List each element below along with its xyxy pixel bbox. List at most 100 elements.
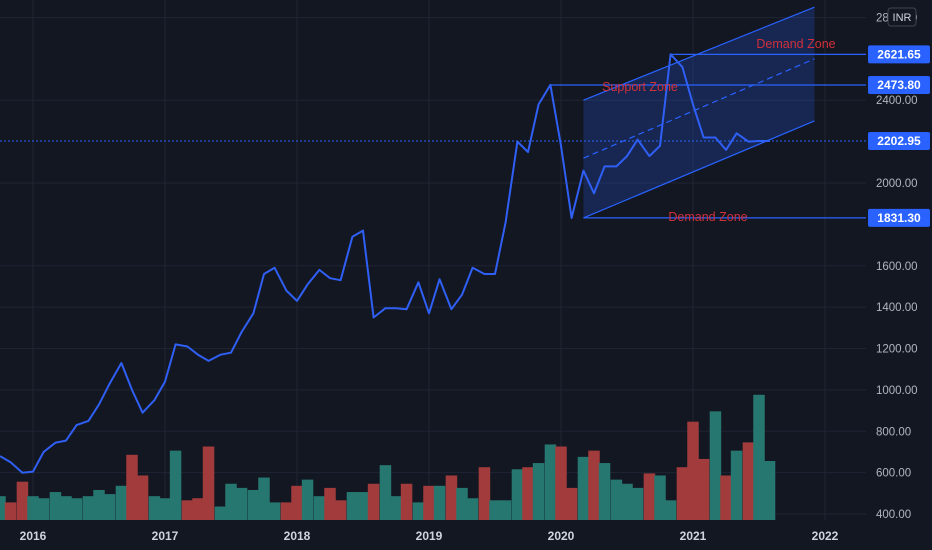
volume-bar [664,500,677,520]
currency-label: INR [893,12,912,24]
volume-bar [478,467,491,520]
volume-bar [753,394,765,520]
volume-bar [115,485,128,520]
volume-bar [49,492,62,520]
y-tick-label: 1400.00 [876,302,918,314]
channel-median-line[interactable] [583,58,815,159]
volume-bar [367,483,380,520]
volume-bar [631,487,644,520]
volume-bar [280,502,293,520]
y-tick-label: 1200.00 [876,344,918,356]
volume-bar [334,500,347,520]
y-tick-label: 1000.00 [876,385,918,397]
volume-bar [687,421,699,520]
volume-bar [532,463,545,520]
volume-bar [247,489,260,520]
volume-bar [225,483,237,520]
volume-bar [268,502,281,520]
volume-bar [60,496,72,520]
volume-bar [346,492,359,520]
volume-bar [148,496,161,520]
volume-bar [16,481,29,520]
x-tick-label: 2022 [812,529,839,543]
volume-bar [709,411,722,520]
volume-bar [169,450,182,520]
volume-bar [423,485,435,520]
x-tick-label: 2019 [416,529,443,543]
level-badge [868,45,930,64]
y-tick-label: 600.00 [876,468,911,480]
volume-bar [390,496,402,520]
volume-bars [0,394,776,520]
zone-label: Demand Zone [668,210,747,224]
volume-bar [357,492,369,520]
price-series [0,53,770,474]
volume-bar [235,487,248,520]
volume-bar [70,498,83,520]
volume-bar [466,498,479,520]
volume-bar [93,489,105,520]
volume-bar [192,498,204,520]
volume-bar [324,487,336,520]
grid [0,0,866,520]
volume-bar [456,487,468,520]
y-tick-label: 1600.00 [876,261,918,273]
volume-bar [643,473,656,520]
volume-bar [445,475,458,520]
zone-label: Demand Zone [756,37,835,51]
volume-bar [577,456,590,520]
volume-bar [159,498,171,520]
volume-bar [544,444,557,520]
volume-bar [588,450,600,520]
level-badge [868,208,930,227]
volume-bar [763,460,776,520]
volume-bar [730,450,743,520]
volume-bar [654,475,666,520]
x-tick-label: 2021 [680,529,707,543]
volume-bar [598,463,611,520]
volume-bar [412,502,425,520]
zone-label: Support Zone [602,80,678,94]
volume-bar [742,442,755,520]
level-badge [868,75,930,94]
x-tick-label: 2016 [20,529,47,543]
volume-bar [400,483,413,520]
volume-bar [291,485,303,520]
volume-bar [103,494,116,520]
zone-annotations: Demand Zone Support Zone Demand Zone [602,37,836,224]
price-line [0,53,770,474]
volume-bar [82,496,95,520]
volume-bar [610,479,623,520]
x-tick-label: 2018 [284,529,311,543]
volume-bar [565,487,578,520]
level-badge-text: 2621.65 [877,47,921,61]
volume-bar [37,498,50,520]
volume-bar [433,485,446,520]
channel-lower-line[interactable] [583,120,815,219]
y-tick-label: 2000.00 [876,178,918,190]
volume-bar [181,500,194,520]
x-tick-label: 2020 [548,529,575,543]
volume-bar [4,502,17,520]
volume-bar [697,458,710,520]
level-badge-text: 1831.30 [877,211,921,225]
horizontal-levels[interactable]: 2621.65 2473.80 2202.95 1831.30 [0,45,930,227]
trend-channel[interactable] [583,6,815,219]
volume-bar [313,496,326,520]
volume-bar [136,475,149,520]
currency-badge[interactable] [887,7,917,27]
volume-bar [489,500,501,520]
volume-bar [27,496,39,520]
volume-bar [676,467,689,520]
volume-bar [511,469,524,520]
volume-bar [499,500,512,520]
volume-bar [301,479,314,520]
volume-bar [720,475,732,520]
level-badge-text: 2473.80 [877,78,921,92]
level-badge-text: 2202.95 [877,134,921,148]
level-badge [868,132,930,151]
volume-bar [202,446,215,520]
volume-bar [258,477,270,520]
volume-bar [214,506,227,520]
